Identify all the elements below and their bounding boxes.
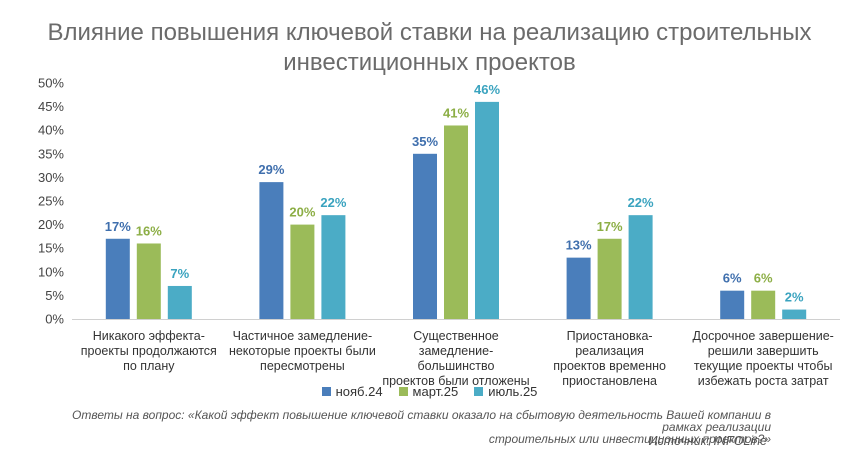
legend-item-series-2: март.25	[398, 384, 459, 399]
y-tick-label: 15%	[38, 241, 64, 256]
data-label-series-1-cat-2: 29%	[258, 162, 284, 177]
bar-series-1-cat-4	[566, 257, 591, 319]
legend-swatch-series-1	[321, 387, 331, 396]
legend-item-series-3: июль.25	[474, 384, 537, 399]
bar-series-1-cat-3	[413, 153, 437, 319]
bar-series-1-cat-1	[105, 238, 130, 319]
data-label-series-2-cat-4: 17%	[597, 219, 623, 234]
data-label-series-2-cat-1: 16%	[136, 223, 162, 238]
legend-label-series-1: нояб.24	[335, 384, 383, 399]
y-tick-label: 25%	[38, 194, 64, 209]
category-label-line: Частичное замедление-	[232, 329, 373, 343]
y-tick-label: 30%	[38, 170, 64, 185]
bar-series-2-cat-3	[444, 125, 468, 319]
category-label-line: избежать роста затрат	[697, 374, 829, 388]
legend-label-series-3: июль.25	[488, 384, 538, 399]
legend-swatch-series-3	[474, 387, 484, 396]
bar-series-3-cat-5	[782, 309, 807, 319]
legend-swatch-series-2	[398, 387, 408, 396]
category-label-line: пересмотрены	[260, 359, 345, 373]
y-tick-label: 10%	[38, 264, 64, 279]
data-label-series-2-cat-3: 41%	[443, 105, 469, 120]
category-label-line: Никакого эффекта-	[92, 329, 205, 343]
data-label-series-1-cat-5: 6%	[723, 271, 742, 286]
bar-series-3-cat-1	[167, 285, 192, 319]
y-tick-label: 5%	[45, 288, 64, 303]
y-tick-label: 0%	[45, 312, 64, 327]
y-tick-label: 40%	[38, 123, 64, 138]
footnote: Ответы на вопрос: «Какой эффект повышени…	[46, 409, 771, 445]
data-label-series-3-cat-4: 22%	[628, 195, 654, 210]
bar-series-2-cat-2	[290, 224, 315, 319]
source-note: Источник: INFOLine	[648, 434, 768, 448]
bar-series-3-cat-4	[628, 215, 653, 319]
data-label-series-3-cat-2: 22%	[320, 195, 346, 210]
bar-series-2-cat-1	[136, 243, 161, 319]
category-label-line: проекты продолжаются	[80, 344, 217, 358]
category-label-line: некоторые проекты были	[228, 344, 376, 358]
data-label-series-1-cat-1: 17%	[105, 219, 131, 234]
category-label-line: Приостановка-реализация	[566, 329, 653, 358]
bar-series-3-cat-2	[321, 215, 346, 319]
legend-label-series-2: март.25	[412, 384, 459, 399]
footnote-line-1: Ответы на вопрос: «Какой эффект повышени…	[72, 408, 771, 434]
data-label-series-3-cat-3: 46%	[474, 82, 500, 97]
footnote-line-2: строительных или инвестиционных проектов…	[488, 432, 771, 446]
category-label-line: замедление-большинство	[417, 344, 495, 373]
category-label-line: проектов временно	[553, 359, 666, 373]
y-tick-label: 50%	[38, 76, 64, 91]
legend: нояб.24 март.25 июль.25	[0, 384, 859, 399]
chart-title-line-2: инвестиционных проектов	[283, 49, 576, 76]
bar-series-1-cat-2	[259, 182, 284, 319]
bar-series-2-cat-4	[597, 238, 622, 319]
category-label-line: решили завершить	[707, 344, 819, 358]
bar-series-3-cat-3	[475, 101, 499, 319]
bar-series-2-cat-5	[751, 290, 776, 319]
data-label-series-2-cat-5: 6%	[754, 271, 773, 286]
category-label-1: Никакого эффекта-проекты продолжаются по …	[74, 329, 224, 374]
data-label-series-2-cat-2: 20%	[289, 205, 315, 220]
y-tick-label: 20%	[38, 217, 64, 232]
category-label-5: Досрочное завершение-решили завершить тек…	[688, 329, 838, 389]
category-label-line: проектов были отложены	[382, 374, 530, 388]
legend-item-series-1: нояб.24	[321, 384, 383, 399]
category-label-4: Приостановка-реализация проектов временно…	[535, 329, 685, 389]
category-label-line: приостановлена	[562, 374, 657, 388]
data-label-series-3-cat-1: 7%	[170, 266, 189, 281]
y-tick-label: 45%	[38, 99, 64, 114]
y-tick-label: 35%	[38, 146, 64, 161]
data-label-series-3-cat-5: 2%	[785, 290, 804, 305]
category-label-line: по плану	[123, 359, 175, 373]
category-label-line: Досрочное завершение-	[692, 329, 834, 343]
chart-title: Влияние повышения ключевой ставки на реа…	[0, 18, 859, 78]
data-label-series-1-cat-4: 13%	[566, 238, 592, 253]
category-label-2: Частичное замедление-некоторые проекты б…	[227, 329, 377, 374]
bar-series-1-cat-5	[720, 290, 745, 319]
chart-title-line-1: Влияние повышения ключевой ставки на реа…	[47, 19, 812, 46]
data-label-series-1-cat-3: 35%	[412, 134, 438, 149]
category-label-line: текущие проекты чтобы	[693, 359, 833, 373]
category-label-line: Существенное	[413, 329, 499, 343]
category-label-3: Существенное замедление-большинство проект…	[381, 329, 531, 389]
